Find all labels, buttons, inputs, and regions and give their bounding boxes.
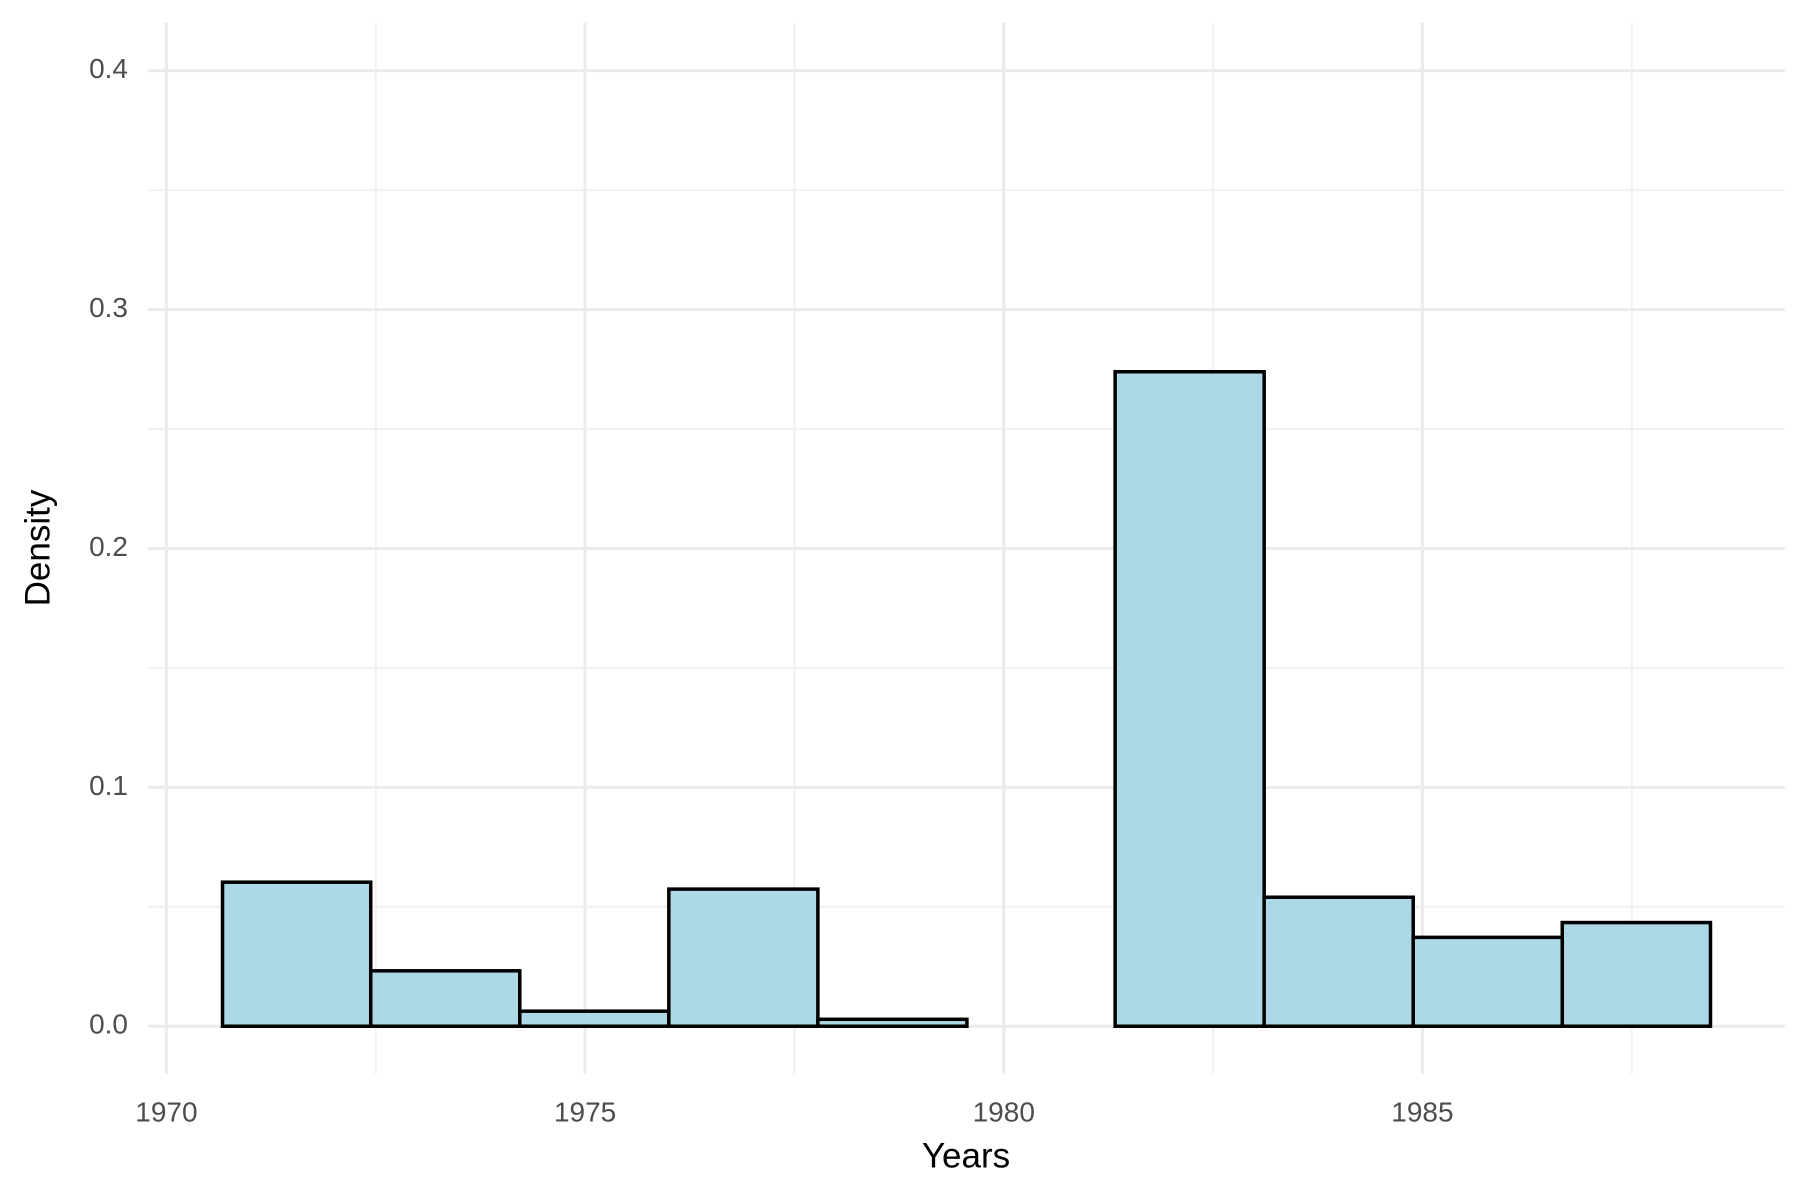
bar: [368, 969, 522, 1028]
bar: [1560, 920, 1713, 1028]
x-tick-label: 1985: [1391, 1096, 1453, 1127]
y-axis-title: Density: [18, 489, 57, 606]
y-tick-label: 0.3: [89, 292, 128, 323]
bar: [518, 1009, 671, 1028]
bar: [1411, 935, 1565, 1028]
x-tick-label: 1970: [135, 1096, 197, 1127]
bar: [1113, 369, 1266, 1028]
bar: [667, 887, 820, 1028]
bar: [816, 1017, 969, 1028]
bar: [220, 880, 373, 1028]
x-tick-label: 1975: [554, 1096, 616, 1127]
x-axis-title: Years: [922, 1136, 1010, 1175]
bar: [1262, 895, 1415, 1028]
y-tick-label: 0.0: [89, 1009, 128, 1040]
x-tick-label: 1980: [973, 1096, 1035, 1127]
y-tick-label: 0.1: [89, 770, 128, 801]
y-tick-label: 0.4: [89, 53, 128, 84]
y-tick-label: 0.2: [89, 531, 128, 562]
